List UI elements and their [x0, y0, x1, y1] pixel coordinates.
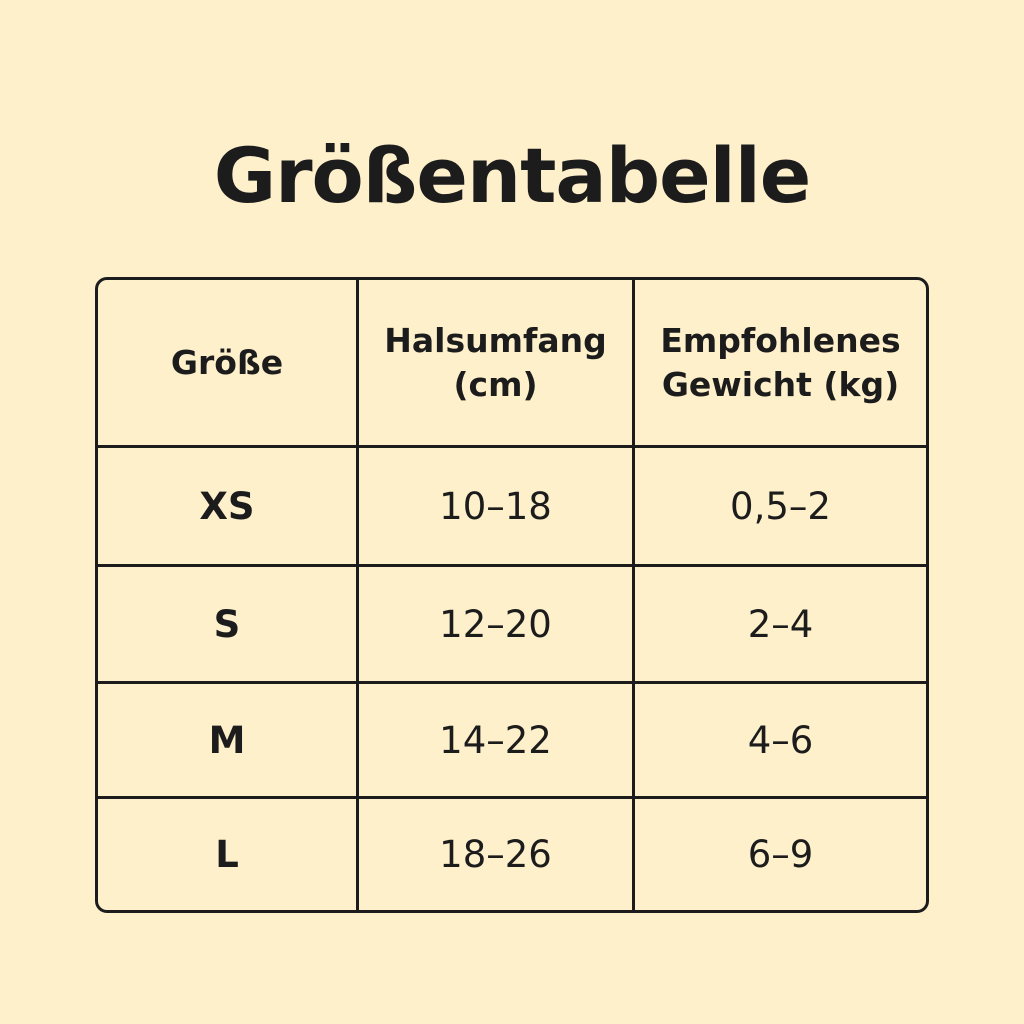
- table-cell-weight: 0,5–2: [635, 448, 926, 567]
- table-cell-neck: 18–26: [359, 799, 635, 910]
- table-cell-size: XS: [98, 448, 359, 567]
- table-cell-size: S: [98, 567, 359, 684]
- page-title: Größentabelle: [213, 131, 812, 220]
- header-neck-circumference: Halsumfang (cm): [359, 280, 635, 448]
- table-cell-size: L: [98, 799, 359, 910]
- table-cell-weight: 2–4: [635, 567, 926, 684]
- header-size: Größe: [98, 280, 359, 448]
- table-cell-weight: 6–9: [747, 833, 814, 876]
- table-cell-neck: 14–22: [359, 684, 635, 799]
- table-cell-size: M: [98, 684, 359, 799]
- table-cell-neck: 10–18: [359, 448, 635, 567]
- size-table: Größe Halsumfang (cm) Empfohlenes Gewich…: [95, 277, 929, 913]
- header-recommended-weight: Empfohlenes Gewicht (kg): [635, 280, 926, 448]
- table-cell-neck: 12–20: [359, 567, 635, 684]
- table-cell-weight: 4–6: [635, 684, 926, 799]
